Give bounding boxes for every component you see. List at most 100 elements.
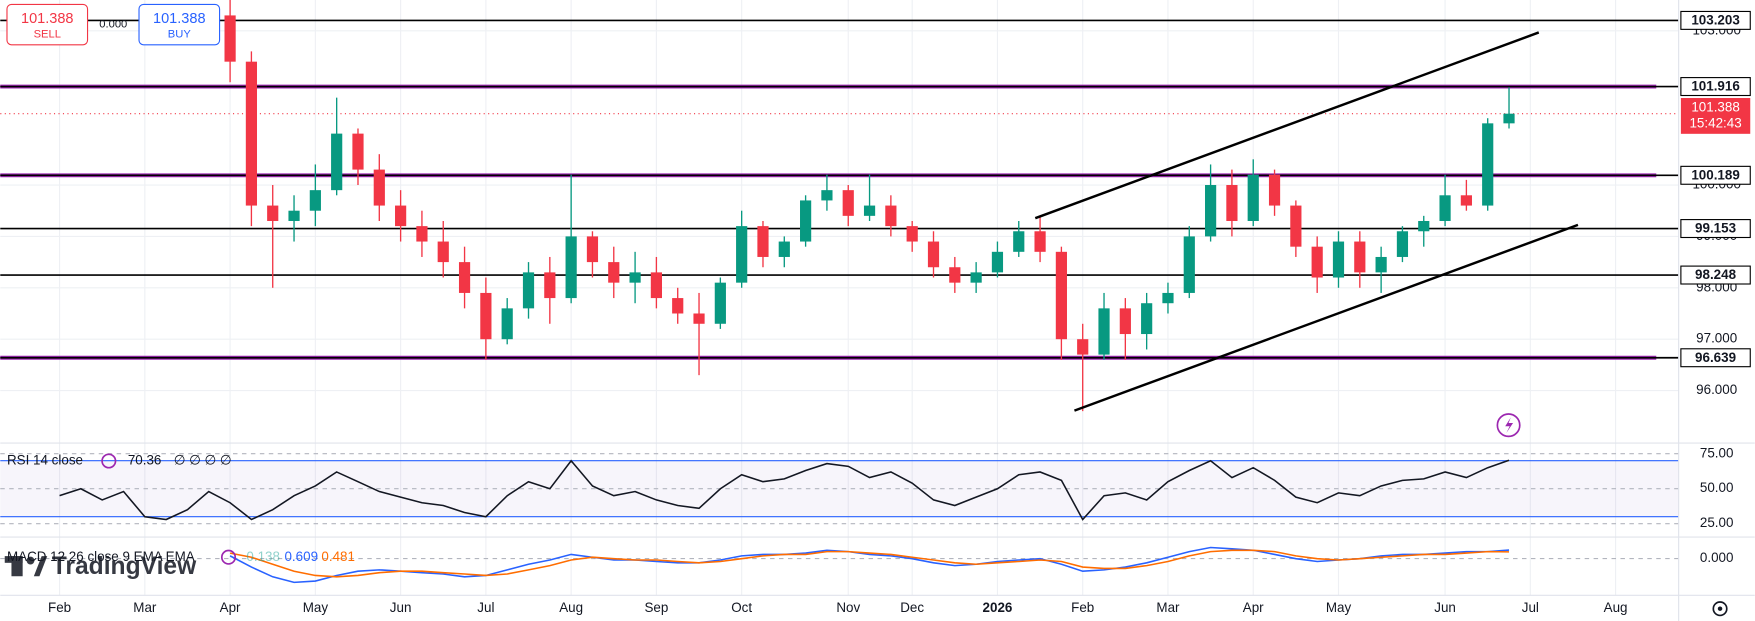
- x-tick-label: Sep: [644, 600, 668, 615]
- candle-body: [800, 200, 812, 242]
- candle-body: [778, 241, 790, 257]
- x-tick-label: Mar: [1156, 600, 1180, 615]
- candle-body: [608, 262, 620, 283]
- axis-layer: Feb Mar Apr May Jun Jul Aug Sep Oct Nov Dec 2026 Feb…: [48, 10, 1751, 615]
- candle-body: [1375, 256, 1387, 273]
- candle-body: [245, 61, 258, 206]
- x-tick-label: Feb: [1071, 600, 1094, 615]
- alert-icon[interactable]: [1496, 413, 1521, 438]
- candle-body: [629, 272, 641, 283]
- x-tick-label: Jul: [477, 600, 494, 615]
- candle-body: [863, 205, 876, 216]
- indicator-line: [229, 549, 1510, 578]
- candle-body: [1034, 231, 1046, 252]
- sell-price: 101.388: [21, 11, 74, 27]
- trend-channel: [1034, 31, 1579, 412]
- level-label-box: [1680, 77, 1751, 97]
- candle-body: [1460, 195, 1472, 206]
- candle-body: [1503, 113, 1515, 124]
- candle-body: [1311, 246, 1323, 278]
- level-label-box: [1680, 219, 1751, 239]
- trend-line-lower: [1074, 223, 1579, 412]
- candle-body: [416, 226, 428, 242]
- x-tick-label: Apr: [1243, 600, 1264, 615]
- price-tag: [1680, 98, 1751, 134]
- marks-layer: [59, 0, 1515, 584]
- candle-body: [949, 267, 961, 283]
- candle-body: [437, 241, 449, 263]
- indicator-line: [59, 459, 1510, 521]
- macd-title: MACD 12 26 close 9 EMA EMA: [7, 549, 195, 564]
- x-tick-label: Apr: [220, 600, 241, 615]
- rsi-value: 70.36: [128, 453, 162, 468]
- candle-body: [885, 205, 897, 227]
- macd-settings-icon[interactable]: [220, 549, 237, 565]
- x-tick-label: Feb: [48, 600, 71, 615]
- x-tick-label: 2026: [983, 600, 1013, 615]
- candle-body: [1247, 174, 1259, 221]
- candle-body: [1482, 123, 1494, 206]
- level-label-box: [1680, 165, 1751, 185]
- candle-body: [586, 236, 599, 263]
- level-label: 103.203: [1691, 13, 1739, 28]
- candle-body: [1119, 308, 1131, 335]
- x-tick-label: Aug: [559, 600, 583, 615]
- trend-line-upper: [1034, 31, 1540, 220]
- level-label-box: [1680, 10, 1751, 30]
- x-tick-label: Mar: [133, 600, 157, 615]
- candle-body: [480, 292, 492, 340]
- levels-layer: [0, 19, 1679, 360]
- candle-body: [757, 226, 769, 257]
- sell-label: SELL: [34, 29, 61, 41]
- level-label: 100.189: [1691, 167, 1739, 182]
- candle-body: [906, 226, 918, 242]
- level-label-box: [1680, 265, 1751, 285]
- sell-button[interactable]: 101.388 SELL: [6, 3, 89, 46]
- candle-body: [1354, 241, 1366, 273]
- buy-button[interactable]: 101.388 BUY: [138, 3, 221, 46]
- settings-icon[interactable]: [1712, 601, 1728, 617]
- x-tick-label: May: [303, 600, 329, 615]
- y-tick-label: 75.00: [1700, 445, 1734, 460]
- x-tick-label: Jun: [1434, 600, 1456, 615]
- y-tick-label: 97.000: [1696, 331, 1737, 346]
- y-tick-label: 25.00: [1700, 515, 1734, 530]
- x-tick-label: Dec: [900, 600, 924, 615]
- level-label: 96.639: [1695, 350, 1736, 365]
- macd-histogram-value: 0.138: [246, 549, 280, 564]
- candle-body: [842, 190, 854, 216]
- candle-body: [1077, 339, 1089, 355]
- spread: 0.000: [99, 19, 127, 31]
- candle-body: [693, 313, 705, 324]
- x-tick-label: Nov: [836, 600, 860, 615]
- x-tick-label: Jun: [390, 600, 412, 615]
- candle-body: [1055, 251, 1067, 340]
- candle-body: [501, 308, 513, 340]
- candle-body: [1162, 292, 1174, 304]
- candle-body: [544, 272, 556, 299]
- level-label: 99.153: [1695, 221, 1736, 236]
- rsi-placeholders: ∅ ∅ ∅ ∅: [174, 453, 232, 468]
- candle-body: [352, 133, 364, 170]
- candle-body: [672, 298, 684, 314]
- candle-body: [1141, 303, 1153, 335]
- rsi-settings-icon[interactable]: [101, 453, 117, 469]
- candle-body: [736, 226, 748, 283]
- candle-body: [373, 169, 385, 206]
- x-tick-label: May: [1326, 600, 1352, 615]
- candle-body: [1332, 241, 1345, 278]
- candle-body: [970, 272, 982, 283]
- y-tick-label: 96.000: [1696, 382, 1737, 397]
- candle-body: [331, 133, 343, 191]
- candle-body: [224, 15, 236, 62]
- price-tag-value: 101.388: [1691, 100, 1739, 115]
- x-tick-label: Jul: [1522, 600, 1539, 615]
- candle-body: [1205, 185, 1217, 237]
- signal-value: 0.481: [321, 549, 355, 564]
- candle-body: [1396, 231, 1409, 257]
- candle-body: [1290, 205, 1302, 247]
- candle-body: [1226, 185, 1238, 221]
- buy-price: 101.388: [153, 11, 206, 27]
